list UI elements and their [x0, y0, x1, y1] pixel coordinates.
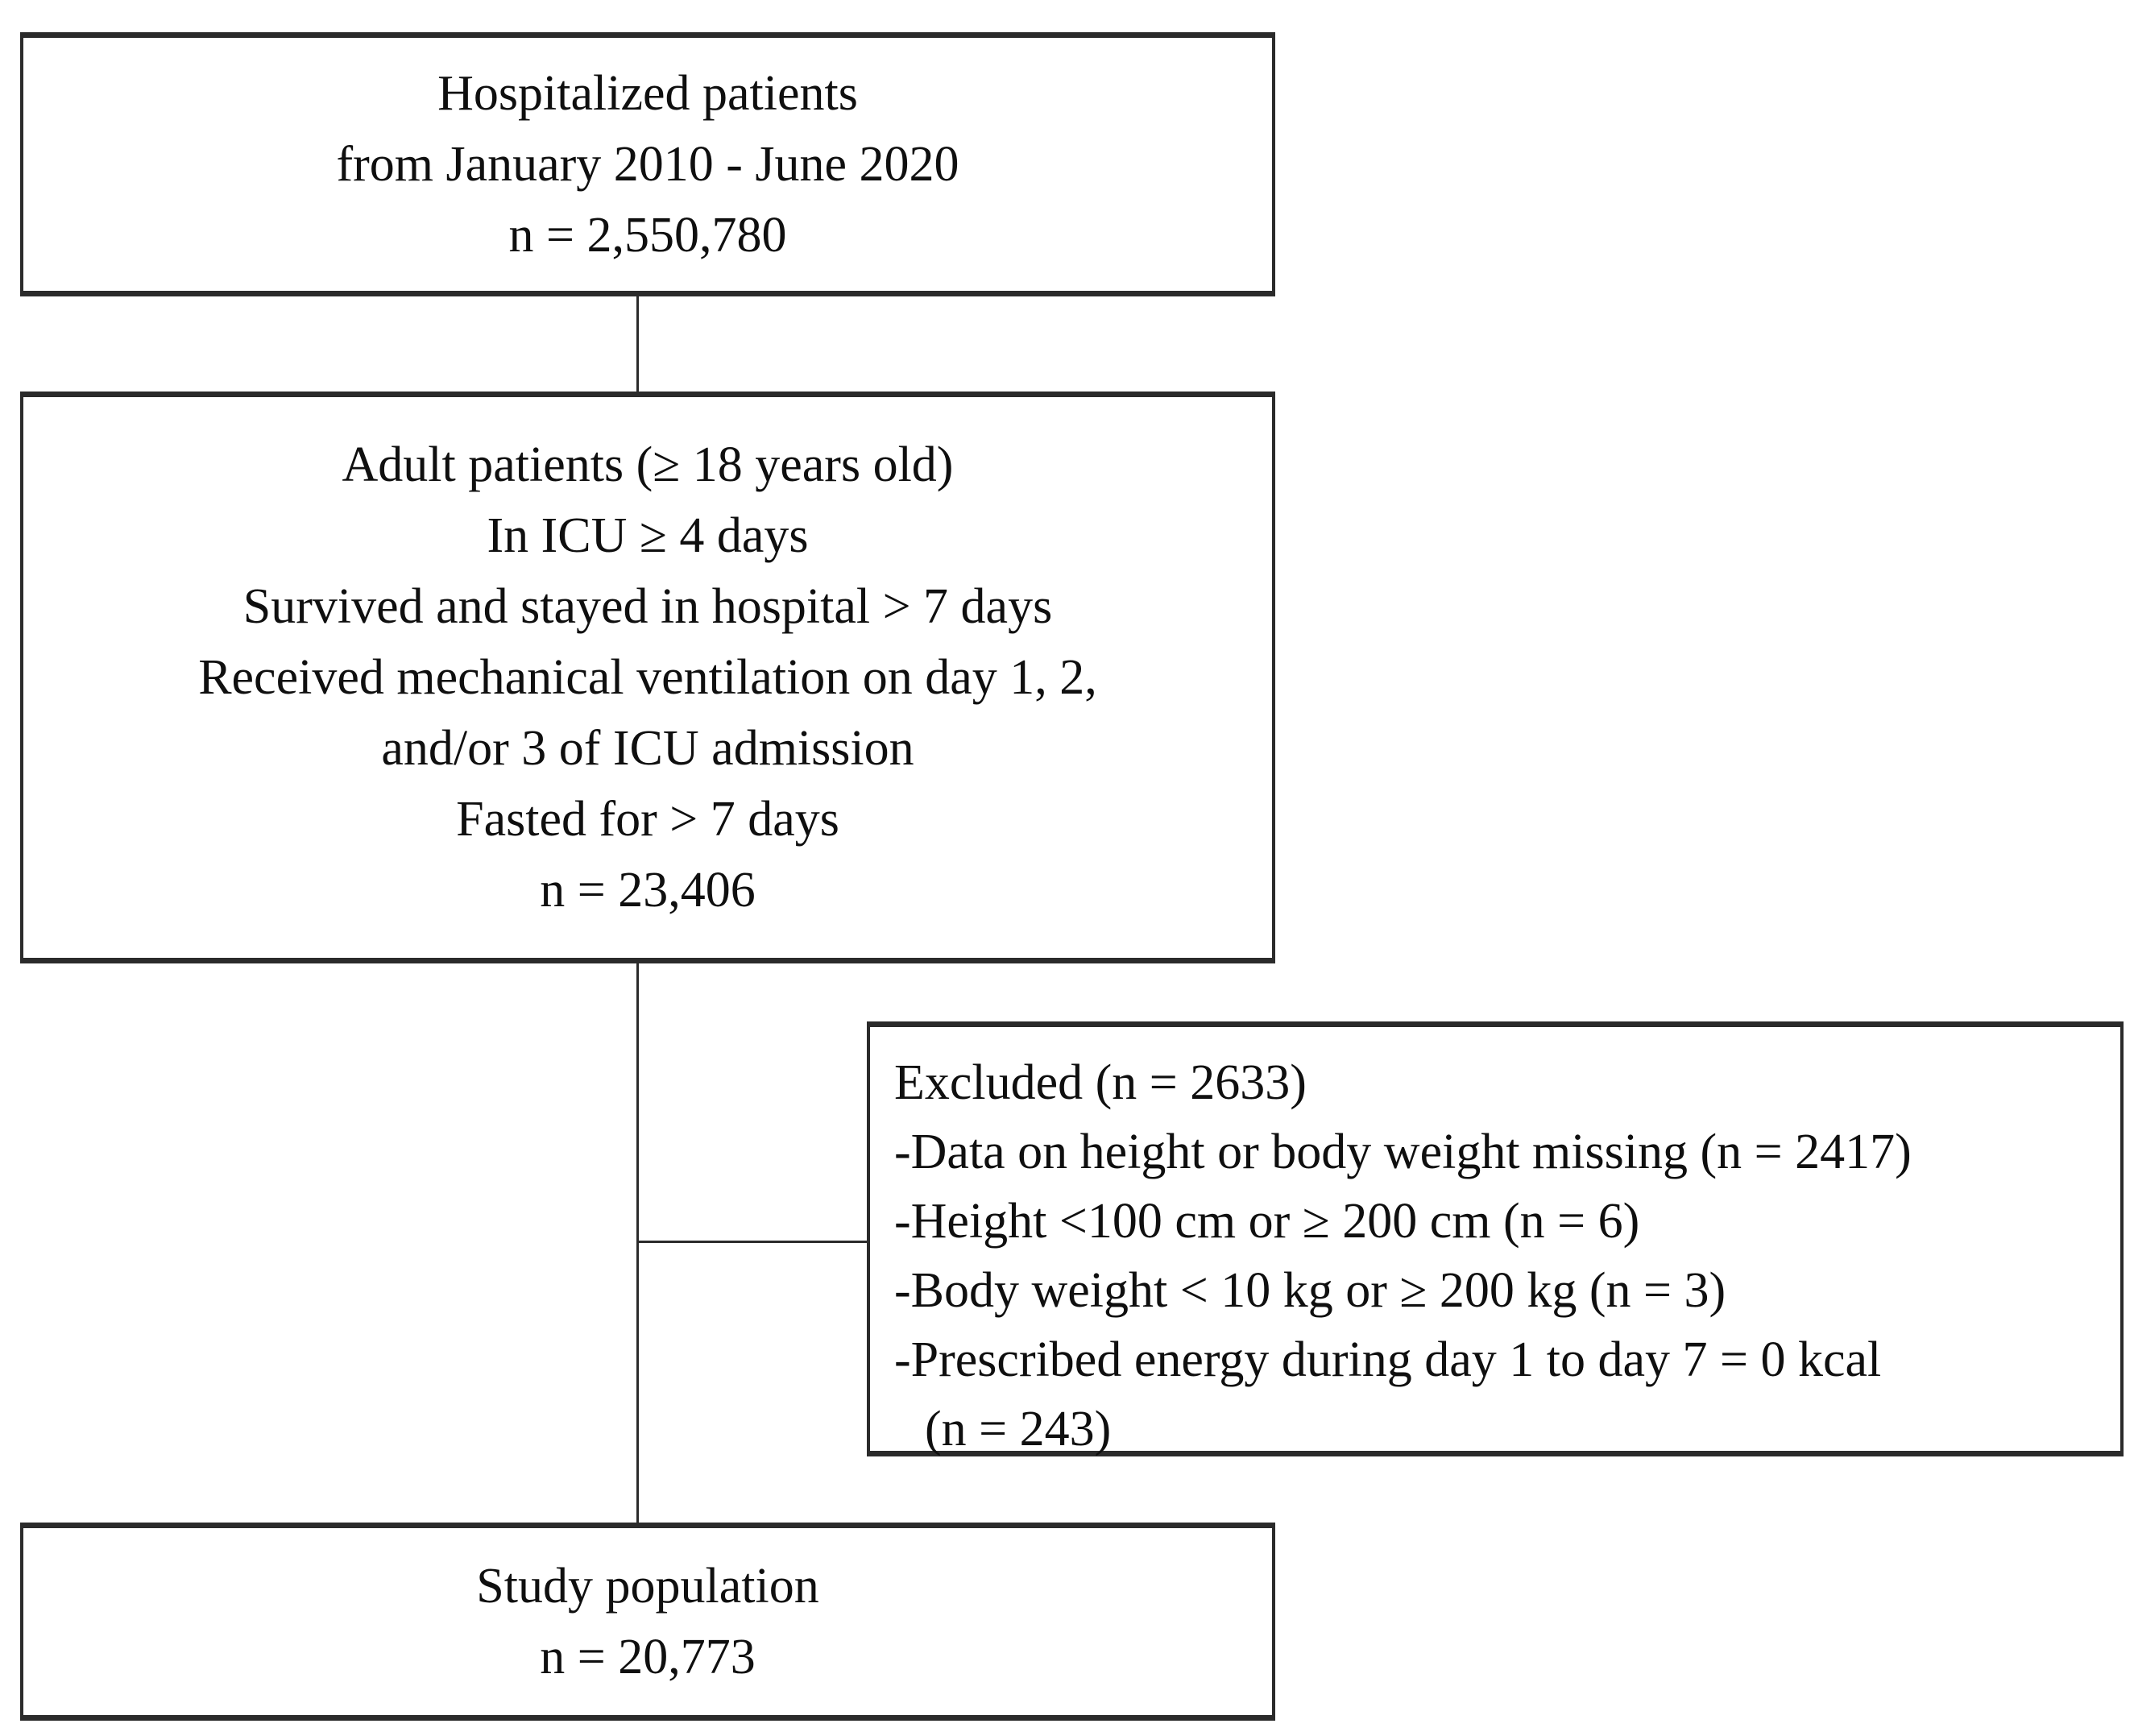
box-line: Survived and stayed in hospital > 7 days	[242, 579, 1053, 634]
box-line: -Body weight < 10 kg or ≥ 200 kg (n = 3)	[894, 1263, 1726, 1318]
box-line-count: n = 2,550,780	[508, 208, 787, 263]
box-line: -Prescribed energy during day 1 to day 7…	[894, 1332, 1882, 1387]
box-line: Hospitalized patients	[437, 66, 858, 121]
box-line: and/or 3 of ICU admission	[381, 721, 914, 776]
box-line: Received mechanical ventilation on day 1…	[198, 650, 1097, 705]
box-excluded: Excluded (n = 2633) -Data on height or b…	[867, 1021, 2124, 1456]
box-line-heading: Excluded (n = 2633)	[894, 1055, 1307, 1110]
box-line-count: n = 23,406	[540, 863, 756, 918]
box-inclusion-criteria: Adult patients (≥ 18 years old) In ICU ≥…	[20, 392, 1275, 963]
box-study-population: Study population n = 20,773	[20, 1523, 1275, 1721]
box-hospitalized-patients: Hospitalized patients from January 2010 …	[20, 32, 1275, 296]
box-line: -Height <100 cm or ≥ 200 cm (n = 6)	[894, 1194, 1640, 1249]
connector-vertical-bottom	[636, 963, 639, 1523]
box-line: Adult patients (≥ 18 years old)	[342, 437, 954, 492]
box-line: In ICU ≥ 4 days	[487, 508, 809, 563]
box-line-count: n = 20,773	[540, 1630, 756, 1684]
box-line: from January 2010 - June 2020	[336, 137, 959, 192]
connector-branch-to-excluded	[638, 1241, 867, 1243]
box-line: -Data on height or body weight missing (…	[894, 1125, 1912, 1179]
connector-vertical-top	[636, 296, 639, 392]
box-line: Study population	[476, 1559, 819, 1614]
box-line: Fasted for > 7 days	[456, 792, 839, 847]
box-line-count: (n = 243)	[925, 1402, 1112, 1456]
